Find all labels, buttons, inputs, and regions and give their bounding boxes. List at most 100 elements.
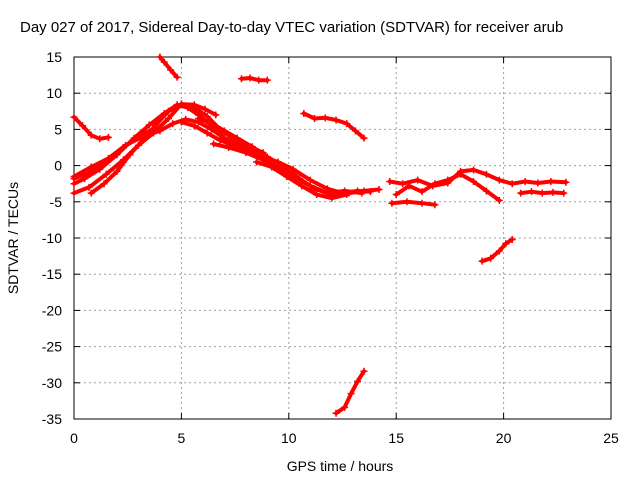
data-point	[562, 178, 570, 186]
y-tick-label: 15	[46, 49, 62, 65]
data-point	[414, 176, 422, 184]
series-line	[72, 126, 158, 181]
data-point	[332, 409, 340, 417]
data-point	[263, 76, 271, 84]
data-point	[517, 189, 525, 197]
data-point	[457, 170, 465, 178]
data-point	[521, 178, 529, 186]
data-point	[403, 198, 411, 206]
data-point	[238, 75, 246, 83]
data-point	[104, 133, 112, 141]
data-point	[549, 188, 557, 196]
y-tick-label: -15	[42, 266, 62, 282]
data-point	[87, 131, 95, 139]
x-tick-label: 25	[603, 430, 619, 446]
data-point	[87, 189, 95, 197]
data-point	[300, 109, 308, 117]
series-line	[334, 369, 366, 416]
data-point	[177, 118, 185, 126]
x-axis-label: GPS time / hours	[287, 458, 394, 474]
data-point	[173, 73, 181, 81]
data-point	[386, 178, 394, 186]
data-point	[341, 403, 349, 411]
y-tick-label: -5	[50, 194, 63, 210]
y-tick-label: -35	[42, 411, 62, 427]
data-point	[283, 172, 291, 180]
data-point	[255, 76, 263, 84]
data-point	[482, 170, 490, 178]
series-arc-7	[177, 118, 374, 197]
data-point	[167, 66, 175, 74]
data-point	[560, 189, 568, 197]
series-arc-11	[156, 53, 181, 81]
series-arc-6	[70, 113, 112, 143]
chart-title: Day 027 of 2017, Sidereal Day-to-day VTE…	[20, 19, 563, 36]
data-point	[177, 100, 185, 108]
data-point	[388, 199, 396, 207]
y-tick-label: -20	[42, 302, 62, 318]
series-layer	[70, 53, 570, 417]
y-tick-label: 5	[54, 121, 62, 137]
ticks-layer: 0 5 10 15 20 25 15 10 5 0 -5 -10 -15 -20 -25 -30 -35	[42, 49, 619, 446]
data-point	[145, 121, 153, 129]
x-tick-label: 0	[70, 430, 78, 446]
data-point	[392, 191, 400, 199]
data-point	[212, 111, 220, 119]
series-arc-19	[332, 367, 368, 417]
data-point	[253, 158, 261, 166]
data-point	[195, 115, 203, 123]
data-point	[495, 247, 503, 255]
data-point	[495, 176, 503, 184]
data-point	[137, 131, 145, 139]
series-arc-4	[70, 124, 160, 183]
data-point	[126, 151, 134, 159]
data-point	[248, 143, 256, 151]
series-line	[239, 76, 270, 83]
data-point	[360, 367, 368, 375]
data-point	[502, 240, 510, 248]
series-arc-13	[300, 109, 368, 142]
data-point	[139, 136, 147, 144]
y-tick-label: -30	[42, 375, 62, 391]
data-point	[470, 166, 478, 174]
data-point	[156, 53, 164, 61]
data-point	[444, 176, 452, 184]
y-tick-label: 10	[46, 85, 62, 101]
data-point	[225, 144, 233, 151]
series-arc-9	[210, 140, 366, 197]
data-point	[470, 178, 478, 186]
data-point	[165, 115, 173, 123]
data-point	[203, 129, 211, 137]
data-point	[547, 178, 555, 186]
data-point	[360, 134, 368, 142]
data-point	[431, 201, 439, 209]
data-point	[85, 183, 93, 191]
x-tick-label: 5	[178, 430, 186, 446]
series-line	[301, 111, 366, 141]
series-arc-18	[478, 235, 516, 265]
data-point	[495, 196, 503, 204]
data-point	[220, 127, 228, 135]
data-point	[152, 121, 160, 129]
data-point	[405, 182, 413, 190]
data-point	[119, 144, 127, 151]
data-point	[207, 120, 215, 128]
data-point	[418, 188, 426, 196]
data-point	[100, 180, 108, 188]
data-point	[508, 235, 516, 243]
data-point	[347, 390, 355, 398]
data-point	[508, 180, 516, 188]
series-arc-16	[388, 198, 439, 209]
data-point	[418, 199, 426, 207]
y-tick-label: -10	[42, 230, 62, 246]
data-point	[169, 120, 177, 128]
x-tick-label: 20	[496, 430, 512, 446]
data-point	[321, 114, 329, 122]
data-point	[487, 254, 495, 262]
data-point	[478, 257, 486, 265]
data-point	[311, 115, 319, 123]
data-point	[96, 135, 104, 143]
data-point	[358, 189, 366, 197]
data-point	[216, 136, 224, 144]
y-tick-label: -25	[42, 339, 62, 355]
